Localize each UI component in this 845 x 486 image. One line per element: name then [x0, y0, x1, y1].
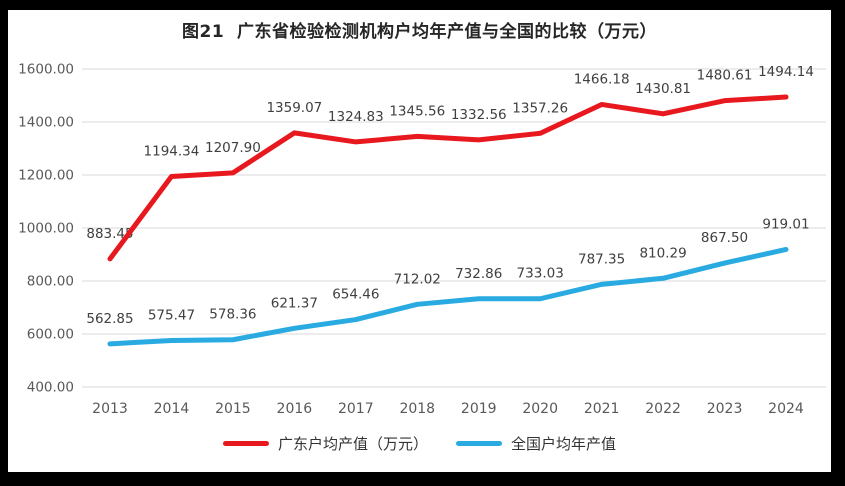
legend-item-1: 全国户均年产值	[456, 433, 616, 454]
svg-text:1600.00: 1600.00	[18, 62, 74, 78]
svg-text:2019: 2019	[461, 401, 497, 417]
series-0-value-labels: 883.45 1194.34 1207.90 1359.07 1324.83 1345.5…	[86, 64, 814, 242]
svg-text:732.86: 732.86	[455, 266, 502, 282]
series-1-line	[107, 246, 789, 347]
svg-text:1000.00: 1000.00	[18, 221, 74, 237]
svg-text:1194.34: 1194.34	[144, 143, 200, 159]
svg-text:1466.18: 1466.18	[574, 71, 630, 87]
svg-text:621.37: 621.37	[271, 295, 318, 311]
legend-label: 广东户均产值（万元）	[277, 435, 428, 453]
svg-text:1200.00: 1200.00	[18, 168, 74, 184]
svg-text:2017: 2017	[338, 401, 374, 417]
legend-item-0: 广东户均产值（万元）	[222, 433, 428, 454]
svg-text:578.36: 578.36	[209, 307, 256, 323]
svg-text:2015: 2015	[215, 401, 251, 417]
svg-text:1400.00: 1400.00	[18, 115, 74, 131]
svg-text:2024: 2024	[768, 401, 804, 417]
svg-text:575.47: 575.47	[148, 308, 195, 324]
svg-text:1324.83: 1324.83	[328, 109, 384, 125]
svg-text:867.50: 867.50	[701, 230, 748, 246]
legend-line-swatch	[222, 441, 269, 446]
svg-text:562.85: 562.85	[86, 311, 133, 327]
svg-text:2013: 2013	[92, 401, 128, 417]
chart-title: 图21 广东省检验检测机构户均年产值与全国的比较（万元）	[182, 22, 657, 42]
svg-text:1207.90: 1207.90	[205, 140, 261, 156]
svg-text:2014: 2014	[154, 401, 190, 417]
svg-text:2021: 2021	[584, 401, 620, 417]
svg-text:1430.81: 1430.81	[635, 81, 691, 97]
legend-line-swatch	[456, 441, 502, 446]
svg-text:1480.61: 1480.61	[697, 68, 753, 84]
svg-text:1332.56: 1332.56	[451, 107, 507, 123]
line-chart: 400.00 600.00 800.00 1000.00 1200.00 1400.00 1…	[18, 62, 826, 417]
svg-text:2016: 2016	[277, 401, 313, 417]
legend-label: 全国户均年产值	[511, 435, 617, 453]
svg-text:2022: 2022	[645, 401, 681, 417]
x-axis-labels: 2013 2014 2015 2016 2017 2018 2019 2020 2021 2022…	[92, 401, 804, 417]
svg-text:1359.07: 1359.07	[266, 100, 322, 116]
svg-text:2018: 2018	[399, 401, 435, 417]
svg-text:800.00: 800.00	[27, 274, 74, 290]
y-axis-labels: 400.00 600.00 800.00 1000.00 1200.00 1400.00 1…	[18, 62, 74, 396]
svg-text:1357.26: 1357.26	[512, 100, 568, 116]
svg-text:787.35: 787.35	[578, 251, 625, 267]
series-1-value-labels: 562.85 575.47 578.36 621.37 654.46 712.02 732.…	[86, 216, 809, 326]
svg-text:1494.14: 1494.14	[758, 64, 814, 80]
svg-text:810.29: 810.29	[639, 245, 686, 261]
svg-text:712.02: 712.02	[394, 271, 441, 287]
svg-text:919.01: 919.01	[762, 216, 809, 232]
svg-text:2023: 2023	[707, 401, 743, 417]
svg-text:883.45: 883.45	[86, 226, 133, 242]
svg-text:2020: 2020	[522, 401, 558, 417]
svg-text:1345.56: 1345.56	[389, 103, 445, 119]
svg-text:654.46: 654.46	[332, 287, 379, 303]
series-0-line	[107, 94, 789, 262]
legend: 广东户均产值（万元） 全国户均年产值	[8, 433, 831, 454]
svg-text:733.03: 733.03	[517, 266, 564, 282]
svg-text:600.00: 600.00	[27, 327, 74, 343]
gridlines	[82, 68, 826, 388]
svg-text:400.00: 400.00	[27, 380, 74, 396]
